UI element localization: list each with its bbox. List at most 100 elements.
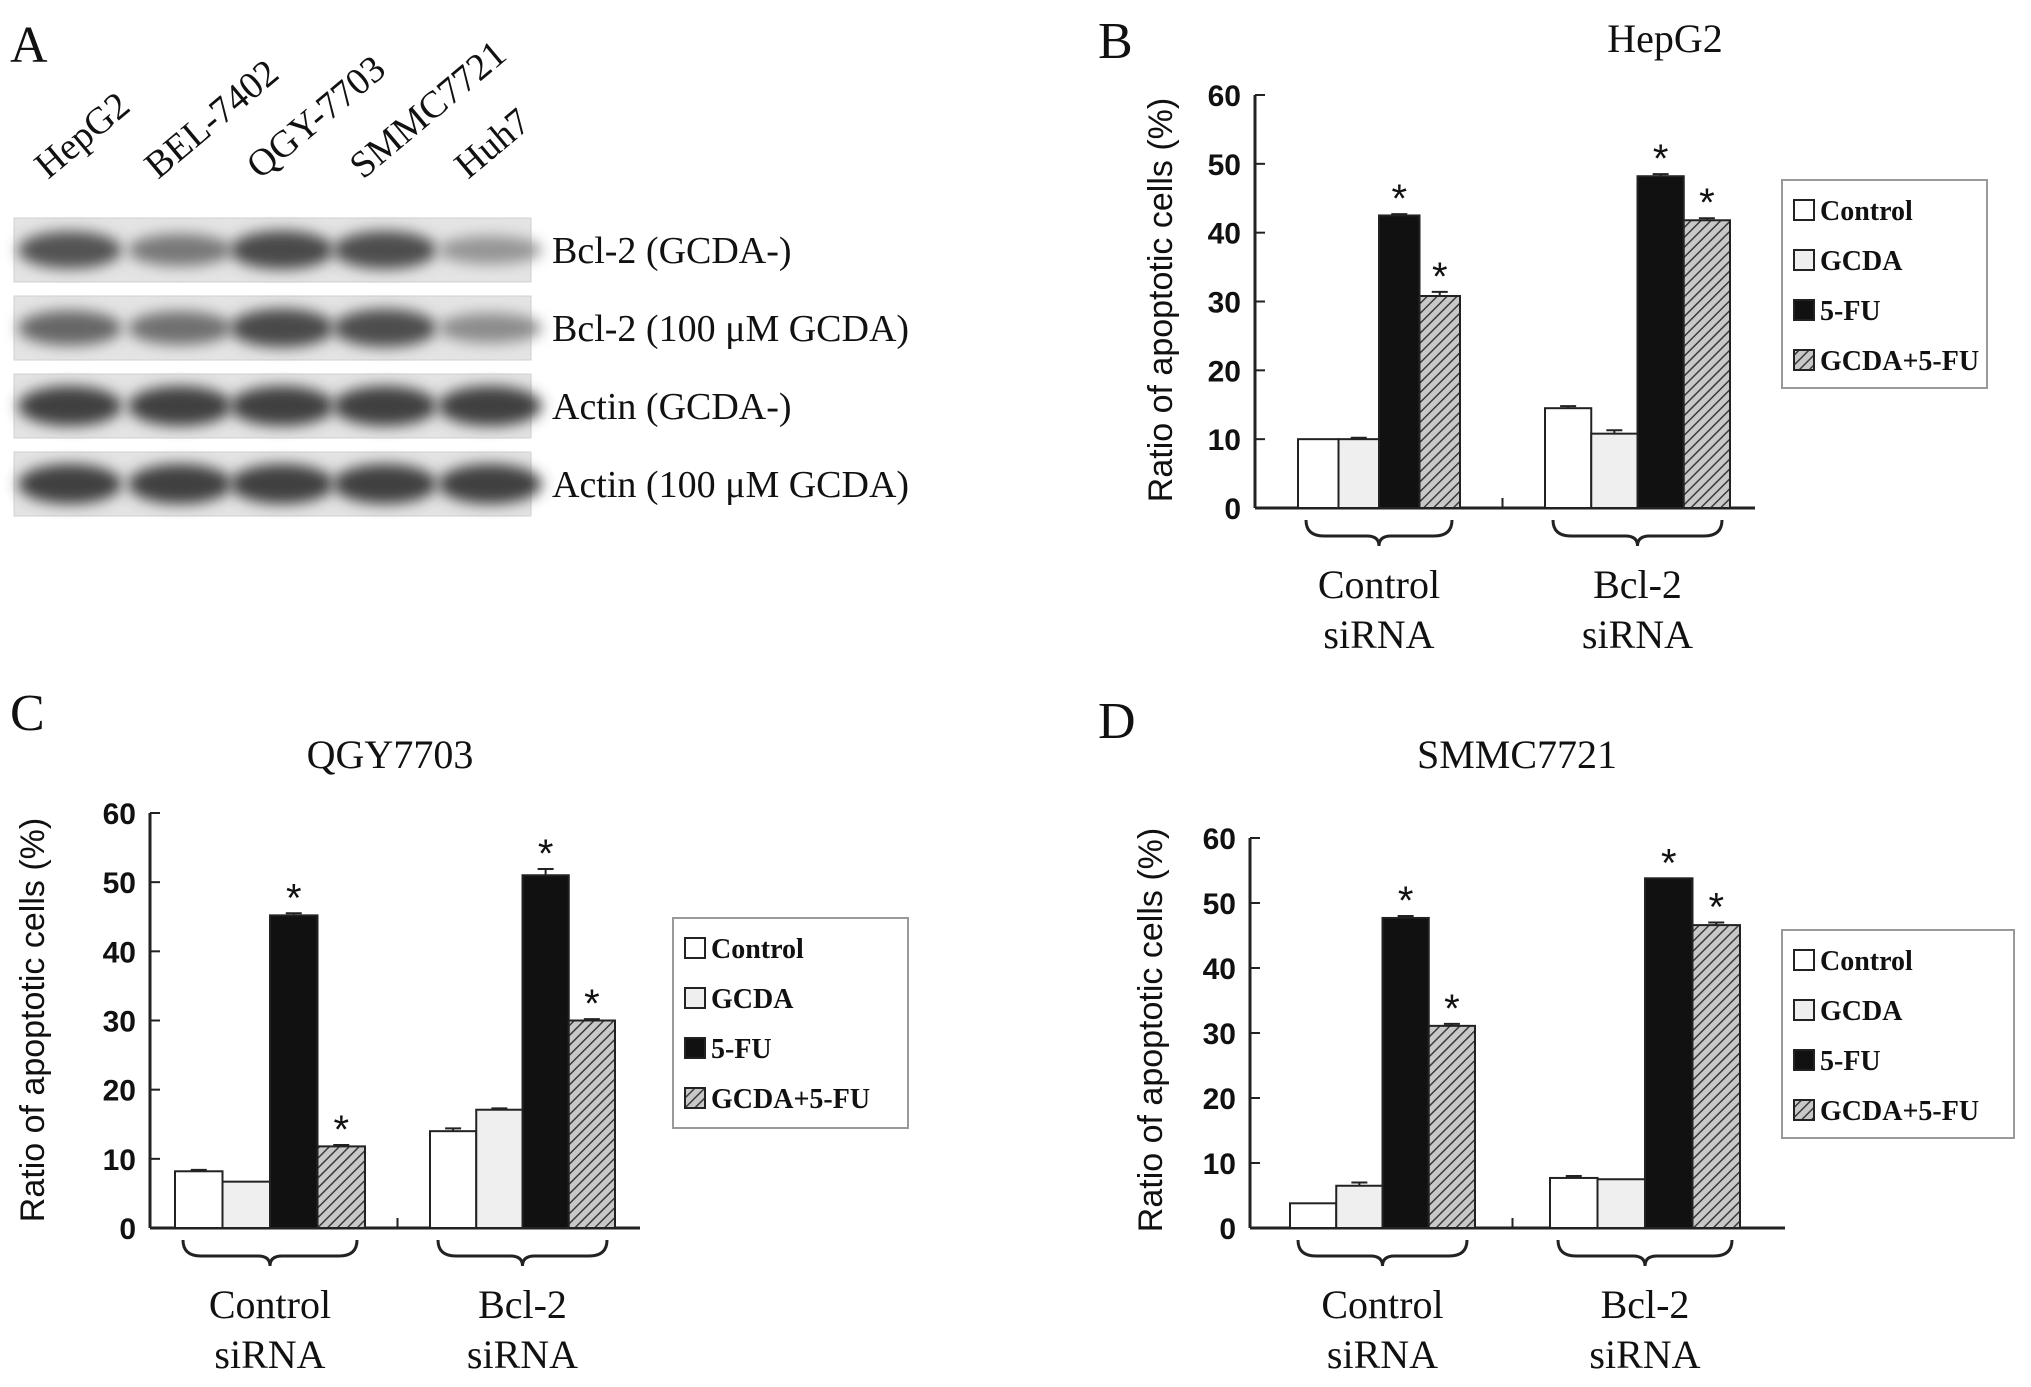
group-label: Control bbox=[1318, 562, 1440, 607]
significance-star: * bbox=[1653, 137, 1669, 181]
legend-swatch bbox=[1793, 999, 1815, 1021]
western-blot-panel: AHepG2BEL-7402QGY-7703SMMC7721Huh7Bcl-2 … bbox=[10, 17, 909, 517]
legend: Control GCDA 5-FU GCDA+5-FU bbox=[1781, 179, 1988, 389]
y-axis-label: Ratio of apoptotic cells (%) bbox=[1132, 828, 1170, 1232]
bar bbox=[1549, 1176, 1599, 1229]
panel-letter-a: A bbox=[10, 17, 48, 74]
blot-band bbox=[438, 235, 542, 265]
blot-band bbox=[230, 230, 334, 270]
blot-band bbox=[333, 230, 437, 270]
y-tick-label: 40 bbox=[1203, 953, 1236, 986]
legend-swatch bbox=[1793, 249, 1815, 271]
significance-star: * bbox=[286, 876, 302, 920]
y-tick-label: 40 bbox=[1208, 218, 1241, 251]
legend-swatch bbox=[684, 1087, 706, 1109]
y-tick-label: 30 bbox=[103, 1006, 136, 1039]
bar bbox=[521, 874, 570, 1229]
panel-letter: C bbox=[10, 685, 45, 742]
blot-band bbox=[438, 463, 542, 505]
blot-band bbox=[230, 385, 334, 427]
legend-box bbox=[1781, 179, 1988, 389]
legend-swatch bbox=[684, 987, 706, 1009]
legend: Control GCDA 5-FU GCDA+5-FU bbox=[1781, 929, 2015, 1139]
bar bbox=[1596, 1178, 1646, 1229]
bar bbox=[1381, 916, 1430, 1229]
significance-star: * bbox=[538, 832, 554, 876]
blot-row-label: Actin (100 μM GCDA) bbox=[552, 464, 909, 506]
blot-band bbox=[128, 463, 232, 505]
legend-label: GCDA bbox=[711, 984, 794, 1015]
bar bbox=[1636, 175, 1685, 509]
legend-label: GCDA+5-FU bbox=[711, 1084, 870, 1115]
bar bbox=[567, 1019, 616, 1229]
chart-title: QGY7703 bbox=[307, 732, 474, 777]
legend-label: Control bbox=[1820, 946, 1913, 977]
legend-swatch bbox=[1793, 949, 1815, 971]
group-label: siRNA bbox=[214, 1332, 325, 1377]
group-label: Control bbox=[209, 1282, 331, 1327]
blot-row-label: Actin (GCDA-) bbox=[552, 386, 792, 428]
legend-box bbox=[672, 917, 909, 1129]
blot-band bbox=[333, 308, 437, 348]
group-brace bbox=[181, 1239, 359, 1267]
significance-star: * bbox=[584, 982, 600, 1026]
y-tick-label: 30 bbox=[1208, 287, 1241, 320]
legend-swatch bbox=[684, 937, 706, 959]
chart-d: D SMMC7721 0 10 20 30 40 50 60 Ratio of apoptotic… bbox=[1098, 693, 2015, 1377]
blot-band bbox=[128, 311, 232, 345]
group-label: siRNA bbox=[1582, 612, 1693, 657]
y-tick-label: 60 bbox=[103, 798, 136, 831]
blot-band bbox=[128, 385, 232, 427]
bar bbox=[1590, 432, 1639, 509]
legend-swatch bbox=[1793, 299, 1815, 321]
blot-band bbox=[230, 308, 334, 348]
y-tick-label: 20 bbox=[103, 1075, 136, 1108]
bar bbox=[1682, 219, 1731, 509]
blot-band bbox=[18, 385, 122, 427]
bar bbox=[1289, 1202, 1338, 1230]
legend-swatch bbox=[1793, 1099, 1815, 1121]
legend: Control GCDA 5-FU GCDA+5-FU bbox=[672, 917, 909, 1129]
y-tick-label: 50 bbox=[1203, 888, 1236, 921]
y-tick-label: 20 bbox=[1208, 355, 1241, 388]
bar bbox=[269, 914, 319, 1229]
bar bbox=[316, 1145, 366, 1229]
blot-band bbox=[18, 310, 122, 346]
legend-label: GCDA bbox=[1820, 996, 1903, 1027]
legend-label: GCDA bbox=[1820, 246, 1903, 277]
y-tick-label: 0 bbox=[1219, 1213, 1236, 1246]
group-brace bbox=[1551, 519, 1724, 547]
blot-band bbox=[128, 233, 232, 267]
legend-swatch bbox=[684, 1037, 706, 1059]
significance-star: * bbox=[1398, 879, 1414, 923]
group-label: siRNA bbox=[467, 1332, 578, 1377]
y-tick-label: 10 bbox=[103, 1144, 136, 1177]
y-tick-label: 50 bbox=[103, 867, 136, 900]
blot-band bbox=[333, 463, 437, 505]
bar bbox=[429, 1130, 478, 1229]
y-tick-label: 0 bbox=[1224, 493, 1241, 526]
group-brace bbox=[1556, 1239, 1734, 1267]
legend-label: GCDA+5-FU bbox=[1820, 1096, 1979, 1127]
legend-label: GCDA+5-FU bbox=[1820, 346, 1979, 377]
bar bbox=[1691, 924, 1741, 1229]
bar bbox=[1337, 438, 1380, 509]
blot-band bbox=[333, 385, 437, 427]
blot-row-label: Bcl-2 (100 μM GCDA) bbox=[552, 308, 909, 350]
chart-b: B HepG2 0 10 20 30 40 50 60 Ratio of apoptotic ce… bbox=[1098, 13, 1988, 657]
panel-letter: D bbox=[1098, 693, 1136, 750]
y-tick-label: 60 bbox=[1203, 823, 1236, 856]
group-label: siRNA bbox=[1323, 612, 1434, 657]
blot-band bbox=[438, 385, 542, 427]
significance-star: * bbox=[1661, 841, 1677, 885]
group-brace bbox=[436, 1239, 609, 1267]
blot-band bbox=[18, 463, 122, 505]
legend-label: Control bbox=[1820, 196, 1913, 227]
bar bbox=[1427, 1024, 1476, 1229]
significance-star: * bbox=[1444, 987, 1460, 1031]
y-tick-label: 10 bbox=[1203, 1148, 1236, 1181]
legend-swatch bbox=[1793, 199, 1815, 221]
blot-band bbox=[18, 231, 122, 269]
bar-charts: B HepG2 0 10 20 30 40 50 60 Ratio of apoptotic ce… bbox=[10, 13, 2015, 1377]
